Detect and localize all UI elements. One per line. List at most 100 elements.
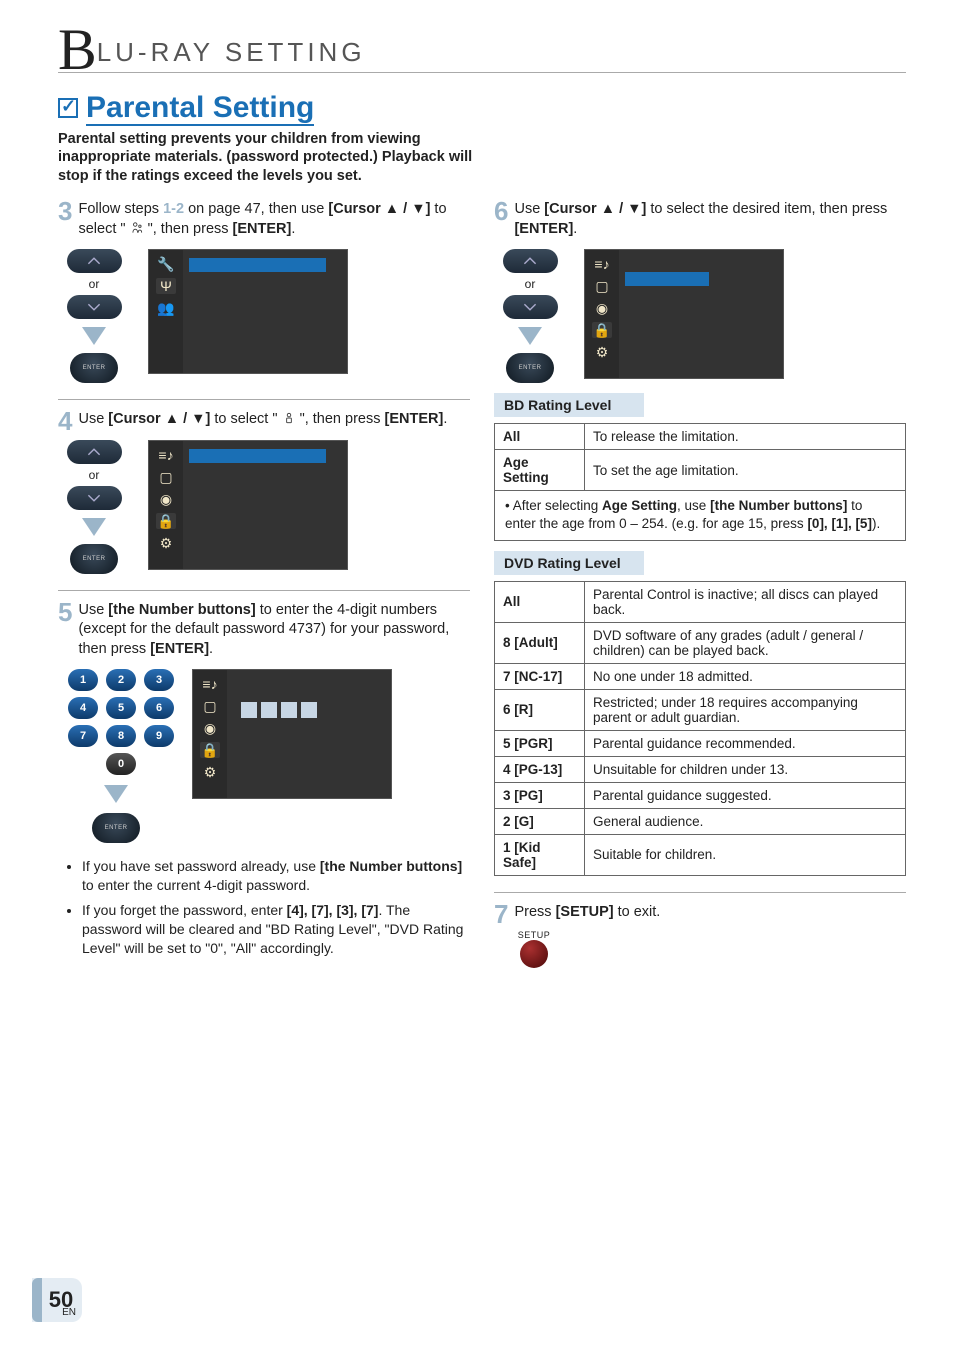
- cursor-up-button[interactable]: [503, 249, 558, 273]
- dvd-rating-table: AllParental Control is inactive; all dis…: [494, 581, 906, 876]
- remote-cluster: or ENTER: [58, 440, 130, 574]
- page-number-badge: 50 EN: [32, 1278, 82, 1322]
- parental-icon: [130, 221, 144, 237]
- table-row: AllTo release the limitation.: [495, 424, 906, 450]
- cursor-up-button[interactable]: [67, 249, 122, 273]
- bd-rating-heading: BD Rating Level: [494, 393, 644, 417]
- step-3: 3 Follow steps 1-2 on page 47, then use …: [58, 200, 470, 383]
- menu-screenshot: ≡♪ ▢ ◉ 🔒 ⚙: [584, 249, 784, 379]
- numkey-0[interactable]: 0: [106, 753, 136, 775]
- list-icon: ≡♪: [156, 447, 176, 463]
- step-4: 4 Use [Cursor ▲ / ▼] to select " ", then…: [58, 399, 470, 574]
- note-item: If you have set password already, use [t…: [82, 857, 470, 895]
- display-icon: ▢: [156, 469, 176, 485]
- enter-button[interactable]: ENTER: [506, 353, 554, 383]
- remote-cluster: or ENTER: [494, 249, 566, 383]
- list-icon: ≡♪: [592, 256, 612, 272]
- gear-icon: ⚙: [592, 344, 612, 360]
- step-7-text: Press [SETUP] to exit.: [514, 903, 906, 923]
- table-row: AllParental Control is inactive; all dis…: [495, 581, 906, 622]
- lock-menu-icon: 🔒: [156, 513, 176, 529]
- lock-menu-icon: 🔒: [592, 322, 612, 338]
- table-row: 1 [Kid Safe]Suitable for children.: [495, 834, 906, 875]
- network-icon: Ψ: [156, 278, 176, 294]
- header-initial: B: [58, 28, 95, 72]
- disc-icon: ◉: [156, 491, 176, 507]
- table-row: 3 [PG]Parental guidance suggested.: [495, 782, 906, 808]
- flow-arrow-icon: [82, 518, 106, 536]
- flow-arrow-icon: [104, 785, 128, 803]
- numkey-1[interactable]: 1: [68, 669, 98, 691]
- gear-icon: ⚙: [156, 535, 176, 551]
- numkey-8[interactable]: 8: [106, 725, 136, 747]
- enter-button[interactable]: ENTER: [70, 353, 118, 383]
- cursor-down-button[interactable]: [67, 486, 122, 510]
- display-icon: ▢: [592, 278, 612, 294]
- step-number: 5: [58, 601, 72, 624]
- numkey-6[interactable]: 6: [144, 697, 174, 719]
- checkbox-icon: [58, 98, 78, 118]
- dvd-rating-heading: DVD Rating Level: [494, 551, 644, 575]
- step-number: 7: [494, 903, 508, 926]
- step-6: 6 Use [Cursor ▲ / ▼] to select the desir…: [494, 200, 906, 876]
- step-5-notes: If you have set password already, use [t…: [58, 857, 470, 957]
- step-number: 4: [58, 410, 72, 433]
- disc-icon: ◉: [200, 720, 220, 736]
- disc-icon: ◉: [592, 300, 612, 316]
- menu-screenshot: ≡♪ ▢ ◉ 🔒 ⚙: [148, 440, 348, 570]
- flow-arrow-icon: [82, 327, 106, 345]
- section-title: Parental Setting: [86, 91, 314, 126]
- step-5-text: Use [the Number buttons] to enter the 4-…: [78, 601, 470, 660]
- enter-button[interactable]: ENTER: [92, 813, 140, 843]
- section-description: Parental setting prevents your children …: [58, 130, 478, 187]
- section-title-row: Parental Setting: [58, 91, 906, 126]
- step-3-text: Follow steps 1-2 on page 47, then use [C…: [78, 200, 470, 239]
- cursor-up-button[interactable]: [67, 440, 122, 464]
- number-pad: 1 2 3 4 5 6 7 8 9 0 ENTER: [58, 669, 174, 843]
- password-entry-boxes: [241, 702, 385, 718]
- cursor-down-button[interactable]: [503, 295, 558, 319]
- table-row: 5 [PGR]Parental guidance recommended.: [495, 730, 906, 756]
- step-6-text: Use [Cursor ▲ / ▼] to select the desired…: [514, 200, 906, 239]
- numkey-7[interactable]: 7: [68, 725, 98, 747]
- bd-table-note: • After selecting Age Setting, use [the …: [494, 491, 906, 540]
- table-row: Age SettingTo set the age limitation.: [495, 450, 906, 491]
- gear-icon: ⚙: [200, 764, 220, 780]
- table-row: 2 [G]General audience.: [495, 808, 906, 834]
- list-icon: ≡♪: [200, 676, 220, 692]
- table-row: 4 [PG-13]Unsuitable for children under 1…: [495, 756, 906, 782]
- menu-screenshot: 🔧 Ψ 👥: [148, 249, 348, 374]
- or-label: or: [89, 468, 100, 482]
- header-title: LU-RAY SETTING: [97, 37, 366, 72]
- cursor-down-button[interactable]: [67, 295, 122, 319]
- step-number: 3: [58, 200, 72, 223]
- display-icon: ▢: [200, 698, 220, 714]
- table-row: 8 [Adult]DVD software of any grades (adu…: [495, 622, 906, 663]
- right-column: 6 Use [Cursor ▲ / ▼] to select the desir…: [494, 200, 906, 984]
- setup-button[interactable]: [520, 940, 548, 968]
- remote-cluster: or ENTER: [58, 249, 130, 383]
- wrench-icon: 🔧: [156, 256, 176, 272]
- step-5: 5 Use [the Number buttons] to enter the …: [58, 590, 470, 958]
- step-7: 7 Press [SETUP] to exit. SETUP: [494, 892, 906, 968]
- step-4-text: Use [Cursor ▲ / ▼] to select " ", then p…: [78, 410, 470, 430]
- table-row: 6 [R]Restricted; under 18 requires accom…: [495, 689, 906, 730]
- numkey-9[interactable]: 9: [144, 725, 174, 747]
- or-label: or: [89, 277, 100, 291]
- lock-menu-icon: 🔒: [200, 742, 220, 758]
- page-number: 50: [49, 1287, 73, 1313]
- numkey-2[interactable]: 2: [106, 669, 136, 691]
- flow-arrow-icon: [518, 327, 542, 345]
- numkey-3[interactable]: 3: [144, 669, 174, 691]
- lock-icon: [282, 411, 296, 427]
- parental-menu-icon: 👥: [156, 300, 176, 316]
- page-header: B LU-RAY SETTING: [58, 28, 906, 73]
- step-number: 6: [494, 200, 508, 223]
- note-item: If you forget the password, enter [4], […: [82, 901, 470, 958]
- menu-screenshot-password: ≡♪ ▢ ◉ 🔒 ⚙: [192, 669, 392, 799]
- numkey-4[interactable]: 4: [68, 697, 98, 719]
- enter-button[interactable]: ENTER: [70, 544, 118, 574]
- table-row: 7 [NC-17]No one under 18 admitted.: [495, 663, 906, 689]
- numkey-5[interactable]: 5: [106, 697, 136, 719]
- bd-rating-table: AllTo release the limitation. Age Settin…: [494, 423, 906, 491]
